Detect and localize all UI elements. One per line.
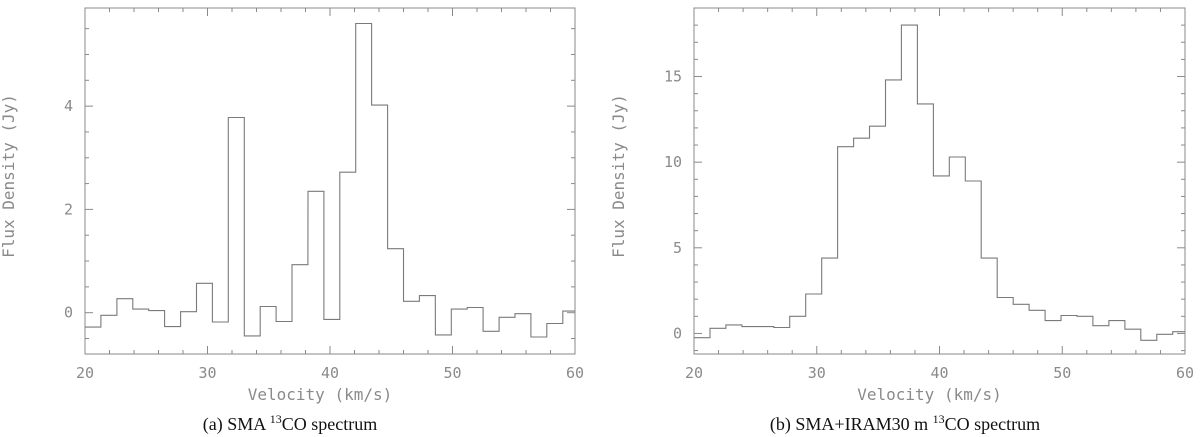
- x-tick-label: 40: [930, 364, 948, 382]
- spectrum-series-line: [85, 22, 575, 338]
- x-tick-label: 50: [443, 364, 461, 382]
- x-tick-label: 40: [321, 364, 339, 382]
- spectrum-series-line: [694, 24, 1185, 341]
- y-axis-label: Flux Density (Jy): [0, 94, 18, 258]
- panel-b: 20 30 40 50 60 0 5 10 15 Velocity (km/s) Flux Dens…: [609, 7, 1194, 435]
- panel-caption: (b) SMA+IRAM30 m 13CO spectrum: [770, 412, 1040, 435]
- y-tick-label: 0: [64, 304, 73, 322]
- y-tick-label: 10: [664, 153, 682, 171]
- y-tick-label: 4: [64, 97, 73, 115]
- caption-prefix: (b) SMA+IRAM30 m: [770, 414, 933, 435]
- y-tick-label: 5: [673, 239, 682, 257]
- x-tick-label: 60: [566, 364, 584, 382]
- x-tick-label: 50: [1053, 364, 1071, 382]
- y-tick-label: 15: [664, 68, 682, 86]
- x-axis-label: Velocity (km/s): [248, 385, 393, 404]
- panel-a: 20 30 40 50 60 0 2 4 Velocity (km/s) Flux Density…: [0, 7, 584, 435]
- caption-superscript: 13: [270, 412, 282, 426]
- x-tick-label: 30: [198, 364, 216, 382]
- x-tick-label: 60: [1176, 364, 1194, 382]
- plot-frame: [84, 7, 576, 355]
- y-axis-label: Flux Density (Jy): [609, 94, 628, 258]
- caption-superscript: 13: [933, 412, 945, 426]
- y-tick-label: 0: [673, 324, 682, 342]
- panel-caption: (a) SMA 13CO spectrum: [203, 412, 377, 435]
- x-tick-label: 20: [685, 364, 703, 382]
- plot-frame: [693, 7, 1186, 355]
- x-tick-label: 30: [808, 364, 826, 382]
- caption-suffix: CO spectrum: [945, 414, 1040, 434]
- x-axis-label: Velocity (km/s): [857, 385, 1002, 404]
- caption-prefix: (a) SMA: [203, 414, 270, 435]
- caption-suffix: CO spectrum: [282, 414, 377, 434]
- y-tick-label: 2: [64, 200, 73, 218]
- x-tick-label: 20: [76, 364, 94, 382]
